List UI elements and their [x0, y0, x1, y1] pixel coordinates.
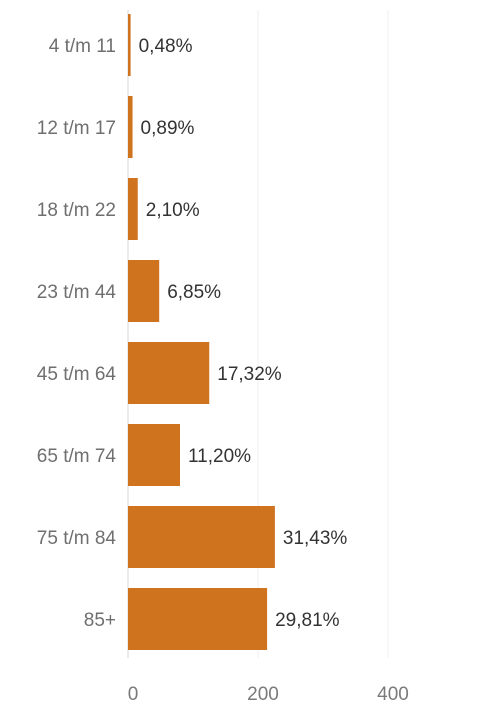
- data-label: 2,10%: [146, 200, 200, 221]
- x-tick-label: 400: [377, 684, 409, 705]
- bar-85-[interactable]: [128, 588, 268, 650]
- data-label: 29,81%: [275, 610, 340, 631]
- bar-18-t-m-22[interactable]: [128, 178, 138, 240]
- x-tick-label: 0: [128, 684, 139, 705]
- x-axis: 0 200 400: [128, 684, 409, 705]
- category-label: 4 t/m 11: [49, 36, 116, 57]
- category-label: 85+: [84, 610, 116, 631]
- bar-12-t-m-17[interactable]: [128, 96, 133, 158]
- data-label: 31,43%: [283, 528, 348, 549]
- bar-75-t-m-84[interactable]: [128, 506, 275, 568]
- data-label: 6,85%: [167, 282, 221, 303]
- data-label: 0,48%: [139, 36, 193, 57]
- category-label: 18 t/m 22: [37, 200, 116, 221]
- x-tick-label: 200: [247, 684, 279, 705]
- bar-layer: [128, 14, 275, 650]
- bar-65-t-m-74[interactable]: [128, 424, 180, 486]
- label-layer: 4 t/m 11 0,48% 12 t/m 17 0,89% 18 t/m 22 2,10…: [37, 36, 348, 631]
- category-label: 75 t/m 84: [37, 528, 117, 549]
- data-label: 17,32%: [217, 364, 282, 385]
- bar-23-t-m-44[interactable]: [128, 260, 160, 322]
- category-label: 65 t/m 74: [37, 446, 117, 467]
- category-label: 45 t/m 64: [37, 364, 117, 385]
- bar-4-t-m-11[interactable]: [128, 14, 131, 76]
- category-label: 23 t/m 44: [37, 282, 117, 303]
- bar-45-t-m-64[interactable]: [128, 342, 210, 404]
- category-label: 12 t/m 17: [37, 118, 116, 139]
- data-label: 11,20%: [188, 446, 251, 467]
- data-label: 0,89%: [141, 118, 195, 139]
